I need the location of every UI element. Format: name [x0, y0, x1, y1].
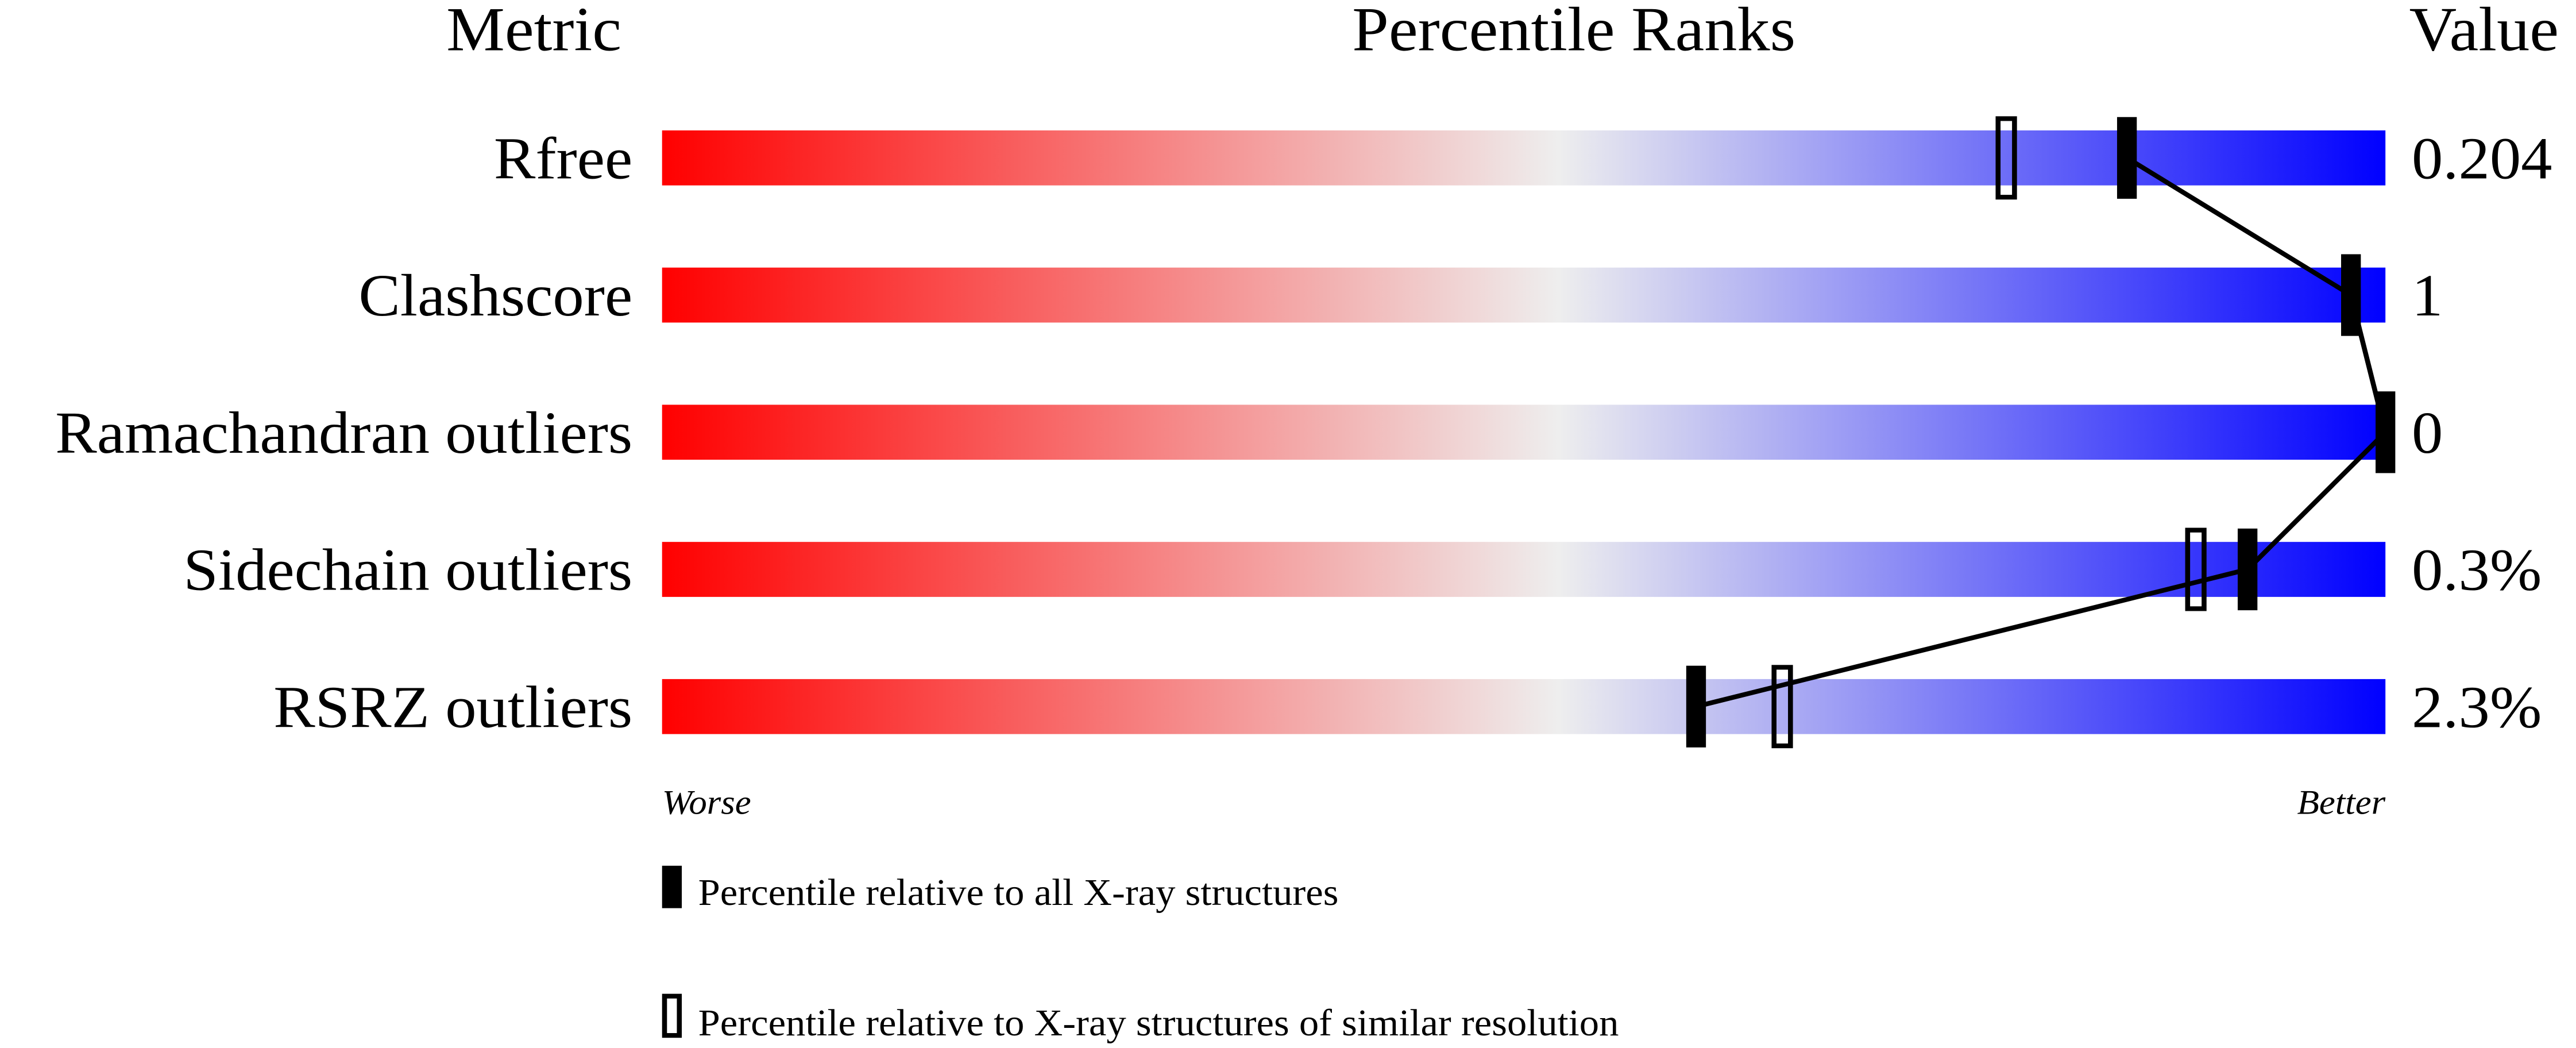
- metric-value-rfree: 0.204: [2412, 126, 2552, 192]
- marker-similar-rsrz-outliers: [1771, 665, 1793, 749]
- marker-all-rsrz-outliers: [1686, 665, 1706, 748]
- metric-value-sidechain-outliers: 0.3%: [2412, 537, 2542, 603]
- bar-rsrz-outliers: [662, 679, 2386, 734]
- legend-label-all: Percentile relative to all X-ray structu…: [698, 872, 1339, 914]
- marker-all-rfree: [2117, 117, 2137, 199]
- header-value: Value: [2409, 0, 2559, 64]
- metric-label-sidechain-outliers: Sidechain outliers: [183, 537, 632, 603]
- metric-label-clashscore: Clashscore: [358, 263, 632, 329]
- marker-all-clashscore: [2341, 254, 2361, 336]
- legend-open-marker: [662, 993, 682, 1038]
- marker-all-sidechain-outliers: [2238, 528, 2258, 611]
- bar-sidechain-outliers: [662, 542, 2386, 597]
- axis-label-worse: Worse: [662, 784, 751, 822]
- metric-label-rfree: Rfree: [494, 126, 632, 192]
- bar-ramachandran-outliers: [662, 404, 2386, 460]
- metric-value-rsrz-outliers: 2.3%: [2412, 674, 2542, 740]
- header-metric: Metric: [446, 0, 621, 64]
- marker-similar-sidechain-outliers: [2185, 527, 2207, 611]
- metric-value-ramachandran-outliers: 0: [2412, 400, 2443, 466]
- metric-value-clashscore: 1: [2412, 263, 2443, 329]
- bar-rfree: [662, 130, 2386, 186]
- bar-clashscore: [662, 267, 2386, 323]
- legend-filled-marker: [662, 865, 682, 908]
- axis-label-better: Better: [2297, 784, 2386, 822]
- header-percentile-ranks: Percentile Ranks: [1352, 0, 1795, 64]
- metric-label-rsrz-outliers: RSRZ outliers: [273, 674, 632, 740]
- marker-similar-rfree: [1995, 116, 2017, 200]
- metric-label-ramachandran-outliers: Ramachandran outliers: [55, 400, 632, 466]
- marker-all-ramachandran-outliers: [2376, 391, 2396, 473]
- legend-label-similar: Percentile relative to X-ray structures …: [698, 1001, 1619, 1043]
